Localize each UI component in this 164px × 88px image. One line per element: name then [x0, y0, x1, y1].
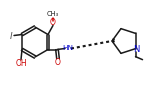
- Text: O: O: [55, 58, 61, 67]
- Text: HN: HN: [62, 45, 73, 51]
- Text: OH: OH: [15, 59, 27, 68]
- Text: O: O: [50, 18, 56, 27]
- Text: CH₃: CH₃: [47, 10, 59, 17]
- Text: N: N: [133, 45, 140, 54]
- Text: I: I: [10, 32, 12, 41]
